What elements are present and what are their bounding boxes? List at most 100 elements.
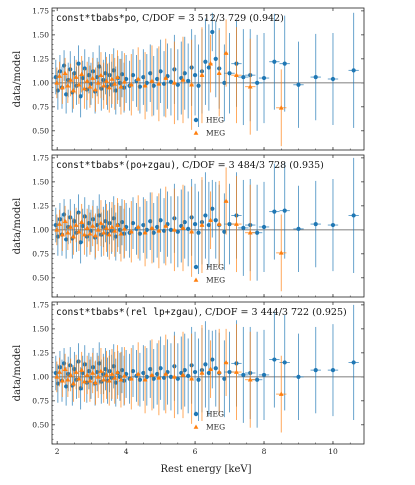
- data-point-meg: [87, 378, 93, 383]
- data-point-meg: [84, 372, 90, 377]
- data-point-meg: [62, 70, 68, 76]
- legend-marker-meg: [193, 277, 199, 282]
- data-point-heg: [213, 56, 218, 61]
- data-point-meg: [149, 372, 155, 377]
- data-point-meg: [163, 75, 169, 80]
- legend-label-meg: MEG: [206, 129, 225, 138]
- y-tick-label: 1.75: [32, 300, 49, 309]
- panel-title-model: const*tbabs*(rel lp+zgau): [56, 307, 199, 318]
- data-point-heg: [137, 231, 143, 236]
- data-point-heg: [78, 240, 83, 245]
- data-point-meg: [142, 230, 148, 235]
- y-axis-title: data/model: [12, 51, 23, 108]
- data-point-meg: [128, 229, 134, 234]
- data-point-heg: [330, 222, 336, 228]
- data-point-meg: [76, 82, 82, 87]
- data-point-meg: [98, 72, 104, 77]
- data-point-heg: [351, 68, 356, 73]
- data-point-meg: [128, 376, 134, 381]
- y-tick-label: 0.50: [32, 273, 49, 282]
- data-point-heg: [182, 220, 187, 225]
- y-axis-title: data/model: [12, 345, 23, 402]
- data-point-meg: [93, 232, 98, 238]
- data-point-heg: [282, 208, 287, 213]
- data-point-heg: [148, 367, 153, 372]
- y-tick-label: 0.75: [32, 249, 49, 258]
- data-point-heg: [296, 374, 301, 379]
- data-point-heg: [186, 78, 191, 84]
- data-point-heg: [351, 213, 356, 218]
- data-point-meg: [180, 372, 186, 377]
- legend-marker-heg: [193, 264, 199, 270]
- data-point-meg: [115, 74, 120, 79]
- data-point-heg: [148, 219, 153, 224]
- data-point-heg: [155, 224, 160, 230]
- data-point-meg: [95, 374, 101, 379]
- data-point-meg: [104, 372, 109, 377]
- plot-frame: [51, 7, 365, 151]
- data-point-meg: [278, 391, 284, 396]
- data-point-meg: [101, 377, 107, 382]
- data-point-meg: [142, 377, 148, 382]
- series-heg: [53, 12, 359, 131]
- legend-marker-heg: [193, 411, 199, 417]
- data-point-heg: [64, 384, 69, 389]
- x-axis-title: Rest energy [keV]: [160, 464, 251, 475]
- data-point-heg: [227, 369, 232, 375]
- data-point-heg: [161, 228, 167, 233]
- data-point-heg: [130, 73, 136, 78]
- data-point-heg: [155, 76, 160, 82]
- legend: HEG MEG: [193, 116, 225, 138]
- data-point-meg: [216, 70, 222, 76]
- data-point-heg: [261, 372, 267, 378]
- data-point-meg: [278, 105, 284, 110]
- data-point-heg: [210, 29, 215, 35]
- data-point-meg: [90, 223, 96, 228]
- data-point-meg: [68, 224, 74, 229]
- data-point-meg: [121, 373, 127, 378]
- y-tick-label: 1.75: [32, 6, 49, 15]
- data-point-heg: [272, 209, 277, 214]
- data-point-heg: [203, 362, 208, 367]
- data-point-meg: [101, 230, 107, 235]
- data-point-meg: [57, 73, 62, 78]
- data-point-meg: [76, 229, 82, 234]
- data-point-meg: [216, 369, 222, 374]
- y-tick-label: 0.50: [32, 420, 49, 429]
- data-point-meg: [59, 378, 65, 383]
- data-point-heg: [255, 377, 260, 382]
- data-point-meg: [180, 77, 186, 82]
- data-point-heg: [175, 229, 180, 234]
- data-point-meg: [57, 369, 62, 374]
- data-point-meg: [95, 227, 101, 232]
- data-point-heg: [196, 230, 201, 235]
- data-point-meg: [101, 83, 107, 88]
- data-point-meg: [57, 221, 62, 226]
- data-point-heg: [282, 360, 287, 365]
- data-point-heg: [213, 218, 218, 223]
- data-point-heg: [222, 229, 227, 234]
- legend-label-meg: MEG: [206, 423, 225, 432]
- data-point-heg: [255, 80, 260, 85]
- data-point-meg: [234, 221, 239, 226]
- data-point-heg: [210, 206, 215, 211]
- y-tick-label: 1.25: [32, 54, 49, 63]
- series-meg: [54, 167, 287, 292]
- data-point-meg: [112, 228, 118, 233]
- data-point-meg: [79, 219, 85, 224]
- data-point-heg: [192, 73, 198, 78]
- panel-title-model: const*tbabs*(po+zgau): [56, 160, 176, 171]
- data-point-heg: [130, 368, 136, 374]
- data-point-meg: [54, 227, 60, 232]
- data-point-heg: [196, 83, 201, 88]
- data-point-heg: [144, 227, 149, 232]
- data-point-heg: [227, 221, 232, 227]
- data-point-meg: [189, 82, 195, 87]
- panel-title-stat: , C/DOF = 3 444/3 722 (0.925): [199, 307, 347, 318]
- data-point-heg: [206, 222, 211, 228]
- data-point-heg: [282, 61, 287, 66]
- data-point-meg: [84, 225, 90, 230]
- panel-title: const*tbabs*(po+zgau), C/DOF = 3 484/3 7…: [56, 160, 324, 171]
- data-point-heg: [151, 83, 156, 88]
- data-point-meg: [59, 85, 65, 90]
